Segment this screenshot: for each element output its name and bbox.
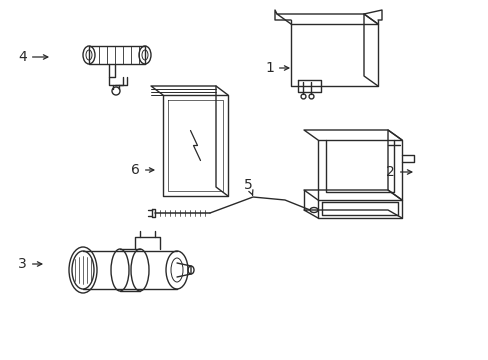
Text: 5: 5 (244, 178, 252, 195)
Text: 4: 4 (18, 50, 48, 64)
Text: 1: 1 (264, 61, 288, 75)
Text: 6: 6 (131, 163, 154, 177)
Text: 3: 3 (18, 257, 42, 271)
Text: 2: 2 (386, 165, 411, 179)
